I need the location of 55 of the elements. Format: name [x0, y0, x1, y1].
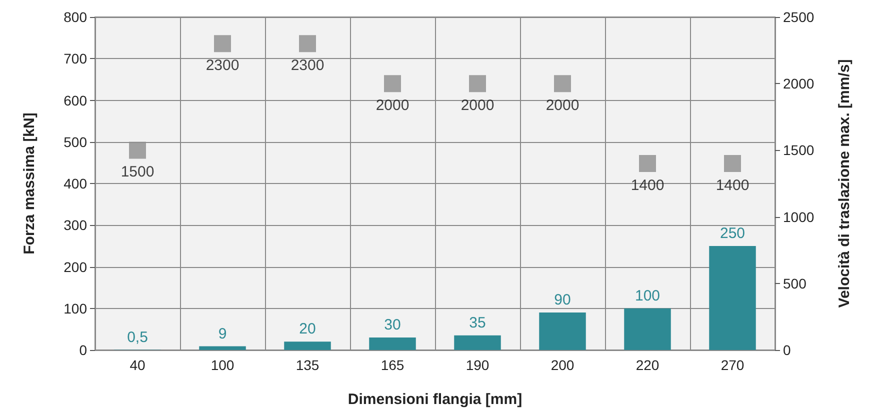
point [299, 35, 316, 52]
y-tick-label: 600 [64, 92, 88, 108]
x-axis-title: Dimensioni flangia [mm] [348, 391, 522, 408]
y-axis-title: Forza massima [kN] [21, 112, 38, 254]
data-label: 0,5 [127, 328, 148, 346]
data-label: 100 [634, 287, 660, 304]
x-tick-label: 200 [550, 357, 574, 373]
data-label: 35 [469, 314, 486, 332]
point [129, 142, 146, 159]
point [554, 75, 571, 92]
data-label: 2300 [290, 57, 324, 74]
point [724, 155, 741, 172]
data-label: 1500 [120, 164, 154, 181]
x-tick-label: 190 [466, 357, 490, 373]
data-label: 9 [218, 325, 227, 342]
bar [284, 342, 331, 350]
x-tick-label: 135 [296, 357, 320, 373]
data-label: 20 [299, 320, 316, 338]
x-tick-label: 40 [130, 357, 146, 373]
data-label: 90 [554, 292, 571, 309]
y-tick-label: 500 [64, 134, 88, 150]
y-tick-label: 0 [79, 342, 88, 358]
y-tick-label: 400 [64, 176, 88, 192]
point [639, 155, 656, 172]
y2-tick-label: 2500 [783, 9, 814, 25]
point [384, 75, 401, 92]
data-label: 2000 [460, 97, 494, 114]
x-tick-label: 270 [720, 357, 744, 373]
x-tick-label: 165 [380, 357, 404, 373]
bar [539, 312, 586, 350]
y-tick-label: 800 [64, 9, 88, 25]
data-label: 2000 [546, 97, 580, 114]
y2-tick-label: 500 [783, 275, 807, 292]
y-tick-label: 100 [64, 300, 88, 316]
bar [199, 346, 246, 350]
y2-axis-title: Velocità di traslazione max. [mm/s] [836, 59, 853, 308]
bar [709, 246, 756, 350]
bar [624, 308, 671, 350]
x-tick-label: 220 [636, 357, 660, 373]
bar [454, 335, 501, 350]
y-tick-label: 700 [64, 50, 88, 67]
data-label: 250 [720, 224, 746, 242]
y-tick-label: 300 [64, 217, 88, 234]
x-tick-label: 100 [210, 357, 234, 373]
y2-tick-label: 0 [783, 342, 791, 358]
y-tick-label: 200 [64, 258, 88, 275]
data-label: 2000 [376, 97, 410, 114]
data-label: 30 [384, 316, 401, 334]
bar [369, 338, 416, 350]
point [214, 35, 231, 52]
y2-tick-label: 1000 [783, 208, 814, 225]
data-label: 2300 [206, 57, 240, 74]
y2-tick-label: 2000 [783, 76, 814, 92]
point [469, 75, 486, 92]
y2-tick-label: 1500 [783, 142, 814, 158]
